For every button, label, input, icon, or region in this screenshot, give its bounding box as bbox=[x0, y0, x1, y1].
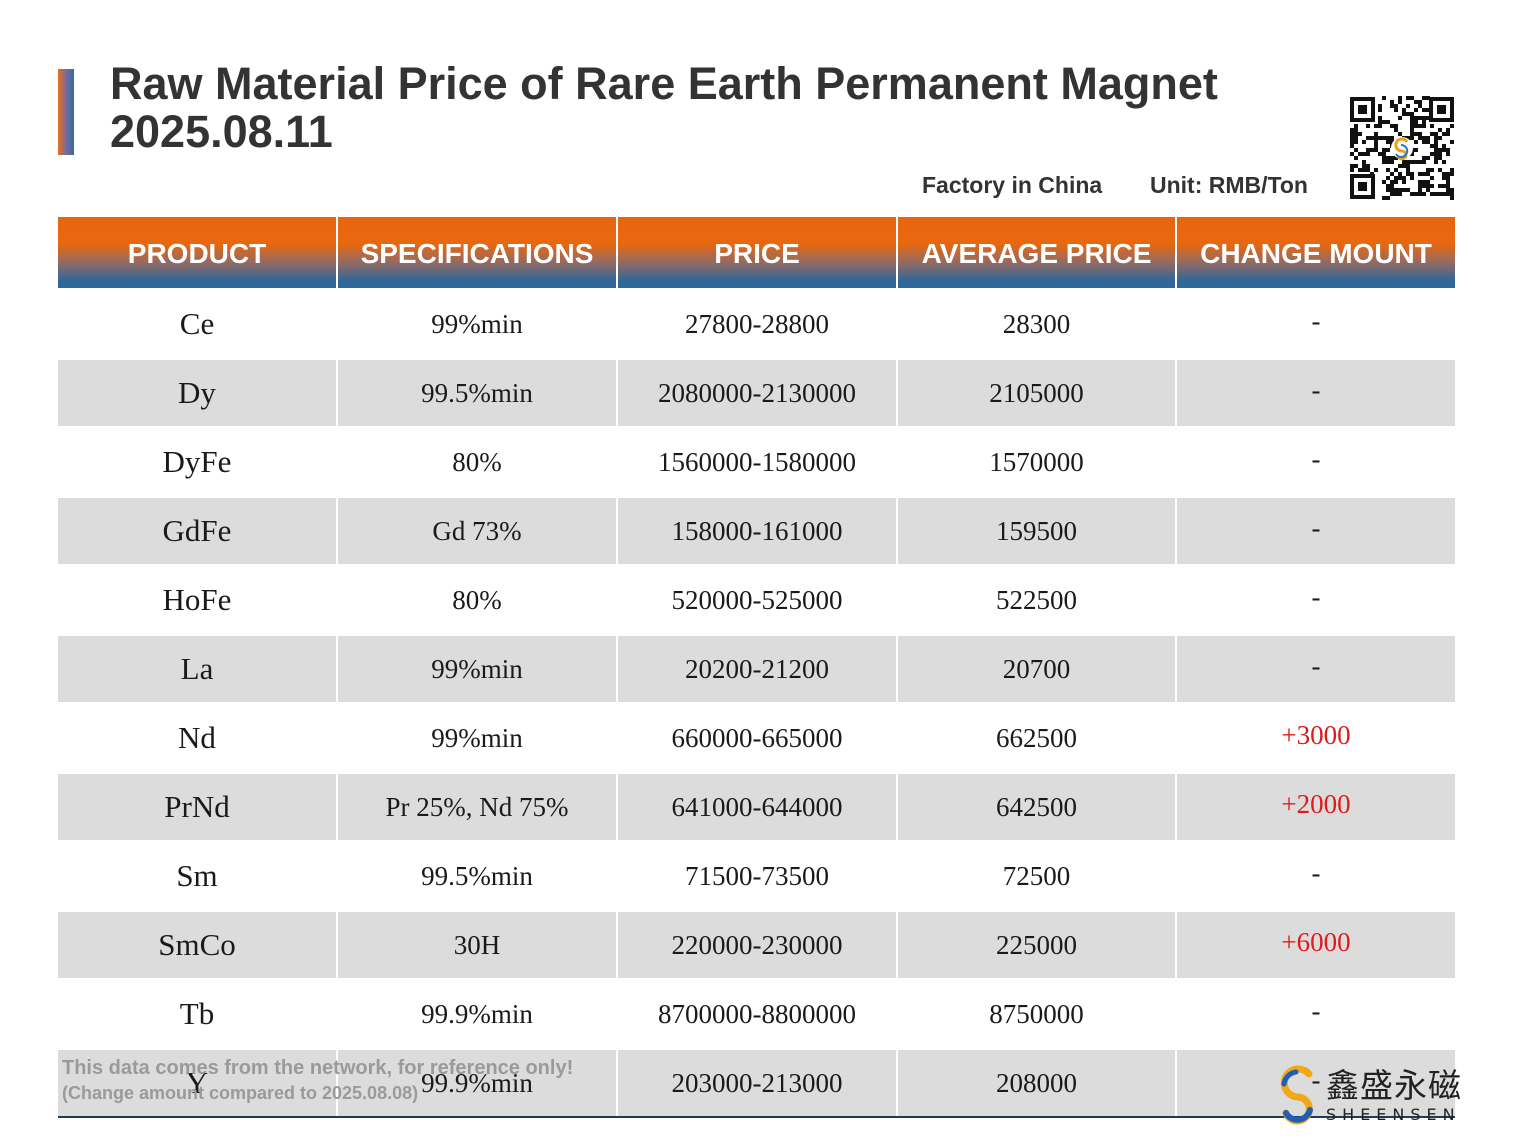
spec-cell: 30H bbox=[336, 909, 617, 980]
average-cell: 642500 bbox=[896, 771, 1176, 842]
product-cell: Ce bbox=[58, 288, 337, 359]
table-row: Dy 99.5%min 2080000-2130000 2105000 - bbox=[58, 357, 1455, 428]
average-cell: 225000 bbox=[896, 909, 1176, 980]
average-cell: 72500 bbox=[896, 840, 1176, 911]
average-cell: 662500 bbox=[896, 702, 1176, 773]
change-cell: - bbox=[1175, 288, 1455, 359]
product-cell: HoFe bbox=[58, 564, 337, 635]
logo-name-cn: 鑫盛永磁 bbox=[1326, 1066, 1462, 1105]
qr-code-icon bbox=[1349, 96, 1455, 200]
average-cell: 159500 bbox=[896, 495, 1176, 566]
product-cell: Nd bbox=[58, 702, 337, 773]
product-cell: GdFe bbox=[58, 495, 337, 566]
change-cell: - bbox=[1175, 1047, 1455, 1118]
product-cell: La bbox=[58, 633, 337, 704]
table-row: PrNd Pr 25%, Nd 75% 641000-644000 642500… bbox=[58, 771, 1455, 842]
price-cell: 520000-525000 bbox=[616, 564, 897, 635]
comparison-note: (Change amount compared to 2025.08.08) bbox=[62, 1083, 419, 1103]
price-cell: 1560000-1580000 bbox=[616, 426, 897, 497]
table-row: DyFe 80% 1560000-1580000 1570000 - bbox=[58, 426, 1455, 497]
spec-cell: 99.9%min bbox=[336, 978, 617, 1049]
change-cell: - bbox=[1175, 426, 1455, 497]
change-cell: - bbox=[1175, 978, 1455, 1049]
average-cell: 28300 bbox=[896, 288, 1176, 359]
col-header-product: PRODUCT bbox=[58, 217, 337, 290]
average-cell: 522500 bbox=[896, 564, 1176, 635]
origin-label: Factory in China bbox=[922, 172, 1103, 198]
table-row: GdFe Gd 73% 158000-161000 159500 - bbox=[58, 495, 1455, 566]
title-date: 2025.08.11 bbox=[110, 106, 333, 157]
product-cell: PrNd bbox=[58, 771, 337, 842]
price-cell: 20200-21200 bbox=[616, 633, 897, 704]
product-cell: Tb bbox=[58, 978, 337, 1049]
spec-cell: Pr 25%, Nd 75% bbox=[336, 771, 617, 842]
table-row: Sm 99.5%min 71500-73500 72500 - bbox=[58, 840, 1455, 911]
spec-cell: 99.9%min bbox=[336, 1047, 617, 1118]
spec-cell: 99%min bbox=[336, 633, 617, 704]
table-row: Tb 99.9%min 8700000-8800000 8750000 - bbox=[58, 978, 1455, 1049]
page-title: Raw Material Price of Rare Earth Permane… bbox=[110, 60, 1310, 156]
price-cell: 71500-73500 bbox=[616, 840, 897, 911]
company-logo: 鑫盛永磁 SHEENSEN bbox=[1276, 1064, 1466, 1130]
spec-cell: 99%min bbox=[336, 288, 617, 359]
spec-cell: 80% bbox=[336, 564, 617, 635]
title-accent-bar bbox=[58, 69, 74, 155]
change-cell: - bbox=[1175, 495, 1455, 566]
change-cell: - bbox=[1175, 840, 1455, 911]
product-cell: SmCo bbox=[58, 909, 337, 980]
change-cell: - bbox=[1175, 357, 1455, 428]
table-header-row: PRODUCT SPECIFICATIONS PRICE AVERAGE PRI… bbox=[58, 217, 1455, 290]
title-text: Raw Material Price of Rare Earth Permane… bbox=[110, 58, 1218, 109]
spec-cell: 80% bbox=[336, 426, 617, 497]
average-cell: 208000 bbox=[896, 1047, 1176, 1118]
price-table: PRODUCT SPECIFICATIONS PRICE AVERAGE PRI… bbox=[58, 217, 1455, 1118]
price-cell: 660000-665000 bbox=[616, 702, 897, 773]
change-cell: +2000 bbox=[1175, 771, 1455, 842]
product-cell: DyFe bbox=[58, 426, 337, 497]
unit-label: Unit: RMB/Ton bbox=[1150, 172, 1308, 198]
price-cell: 2080000-2130000 bbox=[616, 357, 897, 428]
price-cell: 27800-28800 bbox=[616, 288, 897, 359]
spec-cell: 99.5%min bbox=[336, 840, 617, 911]
average-cell: 1570000 bbox=[896, 426, 1176, 497]
average-cell: 20700 bbox=[896, 633, 1176, 704]
disclaimer-note: This data comes from the network, for re… bbox=[62, 1057, 574, 1079]
table-row: Ce 99%min 27800-28800 28300 - bbox=[58, 288, 1455, 359]
logo-name-en: SHEENSEN bbox=[1326, 1105, 1461, 1124]
average-cell: 2105000 bbox=[896, 357, 1176, 428]
change-cell: - bbox=[1175, 564, 1455, 635]
product-cell: Dy bbox=[58, 357, 337, 428]
product-cell: Sm bbox=[58, 840, 337, 911]
price-cell: 220000-230000 bbox=[616, 909, 897, 980]
col-header-change: CHANGE MOUNT bbox=[1175, 217, 1455, 290]
average-cell: 8750000 bbox=[896, 978, 1176, 1049]
col-header-price: PRICE bbox=[616, 217, 897, 290]
change-cell: +3000 bbox=[1175, 702, 1455, 773]
price-cell: 203000-213000 bbox=[616, 1047, 897, 1118]
table-row: Nd 99%min 660000-665000 662500 +3000 bbox=[58, 702, 1455, 773]
spec-cell: 99%min bbox=[336, 702, 617, 773]
logo-s-icon bbox=[1280, 1065, 1313, 1125]
change-cell: +6000 bbox=[1175, 909, 1455, 980]
table-row: La 99%min 20200-21200 20700 - bbox=[58, 633, 1455, 704]
change-cell: - bbox=[1175, 633, 1455, 704]
price-cell: 158000-161000 bbox=[616, 495, 897, 566]
price-cell: 8700000-8800000 bbox=[616, 978, 897, 1049]
table-row: Y 99.9%min 203000-213000 208000 - bbox=[58, 1047, 1455, 1118]
spec-cell: Gd 73% bbox=[336, 495, 617, 566]
col-header-specifications: SPECIFICATIONS bbox=[336, 217, 617, 290]
price-cell: 641000-644000 bbox=[616, 771, 897, 842]
table-row: HoFe 80% 520000-525000 522500 - bbox=[58, 564, 1455, 635]
product-cell: Y bbox=[58, 1047, 337, 1118]
spec-cell: 99.5%min bbox=[336, 357, 617, 428]
col-header-average-price: AVERAGE PRICE bbox=[896, 217, 1176, 290]
table-row: SmCo 30H 220000-230000 225000 +6000 bbox=[58, 909, 1455, 980]
